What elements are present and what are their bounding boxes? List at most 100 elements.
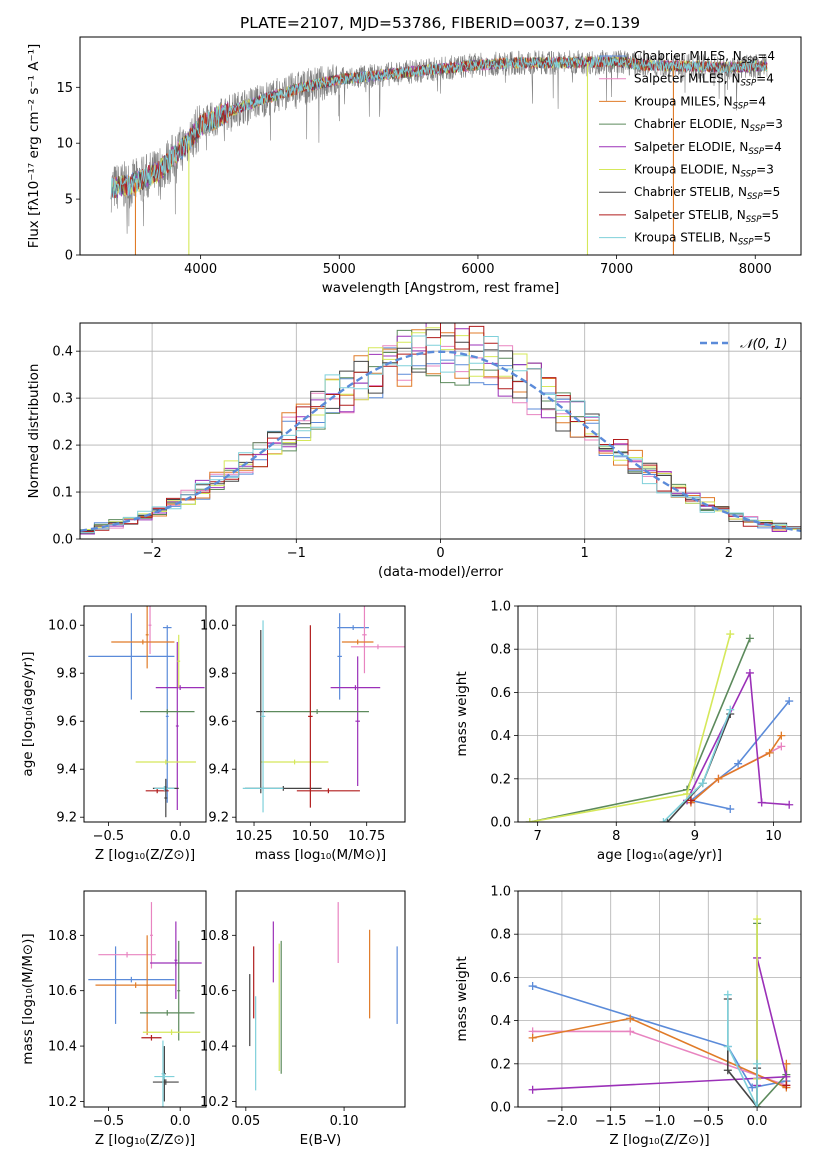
axes-frame <box>235 605 406 823</box>
x-tick-label: 7 <box>534 829 542 844</box>
x-tick-label: −1.5 <box>595 1114 627 1129</box>
plus-marker <box>753 1103 762 1107</box>
x-tick-label: 0.05 <box>231 1114 260 1129</box>
y-tick-label: 15 <box>56 81 73 96</box>
legend-label: Salpeter MILES, NSSP=4 <box>634 72 774 89</box>
y-tick-label: 0 <box>65 249 73 264</box>
y-tick-label: 9.4 <box>208 763 229 778</box>
legend-label: 𝒩(0, 1) <box>740 337 787 352</box>
x-tick-label: 0.0 <box>747 1114 768 1129</box>
spectrum-panel: 4000 5000 6000 7000 8000 0 5 10 15 wavelength [An… <box>26 36 802 296</box>
x-axis-label: Z [log₁₀(Z/Z⊙)] <box>609 1132 709 1148</box>
plus-marker <box>745 668 754 677</box>
plus-marker <box>782 1072 791 1081</box>
x-tick-label: 2 <box>725 546 733 561</box>
plus-marker <box>748 1083 757 1092</box>
plus-marker <box>714 774 723 783</box>
plus-marker <box>757 798 766 807</box>
y-tick-label: 0.2 <box>490 772 511 787</box>
plus-marker <box>626 1014 635 1023</box>
line-group <box>525 630 794 822</box>
y-tick-label: 0.6 <box>490 971 511 986</box>
legend-label: Salpeter STELIB, NSSP=5 <box>634 208 779 225</box>
y-tick-label: 5 <box>65 193 73 208</box>
y-tick-label: 9.2 <box>208 811 229 826</box>
x-tick-label: 10.25 <box>235 829 272 844</box>
plus-marker <box>698 779 707 788</box>
series-line <box>689 700 790 810</box>
axes-frame <box>79 36 802 256</box>
x-tick-label: 0.0 <box>170 1114 191 1129</box>
series-line <box>690 745 782 804</box>
x-tick-label: 5000 <box>323 262 356 277</box>
age_vs_mass-panel: 10.25 10.50 10.75 9.2 9.4 9.6 9.8 10.0 mass [log… <box>200 605 406 863</box>
plus-marker <box>777 742 786 751</box>
x-axis-label: (data-model)/error <box>378 564 504 580</box>
residuals-legend: 𝒩(0, 1) <box>700 337 787 352</box>
spectrum-model-line <box>110 55 768 200</box>
x-tick-label: 0.0 <box>170 829 191 844</box>
plus-marker <box>528 1085 537 1094</box>
plus-marker <box>723 1042 732 1051</box>
y-axis-label: mass weight <box>454 671 470 756</box>
y-tick-label: 10.8 <box>200 929 229 944</box>
plus-marker <box>745 634 754 643</box>
plus-marker <box>626 1027 635 1036</box>
plus-marker <box>726 705 735 714</box>
y-tick-label: 0.2 <box>52 439 73 454</box>
y-axis-label: age [log₁₀(age/yr)] <box>20 651 36 776</box>
y-tick-label: 9.2 <box>56 811 77 826</box>
x-axis-label: age [log₁₀(age/yr)] <box>597 847 722 863</box>
axes-frame <box>83 605 207 823</box>
axes-frame <box>235 890 406 1108</box>
y-tick-label: 0.8 <box>490 643 511 658</box>
plus-marker <box>528 982 537 991</box>
legend-label: Chabrier MILES, NSSP=4 <box>634 49 775 66</box>
mass_vs_Z-panel: −0.5 0.0 10.2 10.4 10.6 10.8 Z [log₁₀(Z/Z⊙)] ma… <box>20 890 207 1148</box>
plus-marker <box>723 990 732 999</box>
x-tick-label: −0.5 <box>93 829 125 844</box>
x-axis-label: mass [log₁₀(M/M⊙)] <box>255 847 386 863</box>
y-tick-label: 9.6 <box>56 715 77 730</box>
y-tick-label: 10.4 <box>200 1040 229 1055</box>
plus-marker <box>683 789 692 798</box>
y-tick-label: 10.4 <box>48 1040 77 1055</box>
plus-marker <box>765 748 774 757</box>
x-tick-label: −1 <box>287 546 306 561</box>
series-line <box>690 735 782 804</box>
errorbar-group <box>249 902 398 1091</box>
y-tick-label: 0.3 <box>52 392 73 407</box>
x-tick-label: 10 <box>765 829 782 844</box>
plus-marker <box>734 759 743 768</box>
plus-marker <box>663 818 672 822</box>
plus-marker <box>753 915 762 924</box>
y-tick-label: 10.6 <box>200 984 229 999</box>
y-tick-label: 9.8 <box>56 667 77 682</box>
plus-marker <box>753 1059 762 1068</box>
x-tick-label: −2.0 <box>546 1114 578 1129</box>
x-tick-label: −2 <box>143 546 162 561</box>
y-tick-label: 0.6 <box>490 686 511 701</box>
spectrum-model-line <box>110 56 768 200</box>
figure-title: PLATE=2107, MJD=53786, FIBERID=0037, z=0… <box>240 14 640 32</box>
y-tick-label: 10.0 <box>200 619 229 634</box>
y-tick-label: 0.0 <box>490 1101 511 1116</box>
y-axis-label: mass [log₁₀(M/M⊙)] <box>20 933 36 1064</box>
y-tick-label: 10 <box>56 137 73 152</box>
x-tick-label: 8 <box>612 829 620 844</box>
line-group <box>528 915 791 1107</box>
x-axis-label: E(B-V) <box>300 1132 342 1148</box>
y-tick-label: 0.0 <box>490 816 511 831</box>
x-tick-label: 0 <box>436 546 444 561</box>
legend-label: Chabrier ELODIE, NSSP=3 <box>634 117 783 134</box>
y-axis-label: mass weight <box>454 956 470 1041</box>
x-tick-label: 9 <box>691 829 699 844</box>
y-tick-label: 9.4 <box>56 763 77 778</box>
legend-label: Salpeter ELODIE, NSSP=4 <box>634 140 782 157</box>
y-tick-label: 9.6 <box>208 715 229 730</box>
y-tick-label: 0.4 <box>490 1014 511 1029</box>
y-axis-label: Normed distribution <box>26 364 42 499</box>
y-tick-label: 10.8 <box>48 929 77 944</box>
x-axis-label: wavelength [Angstrom, rest frame] <box>322 280 560 296</box>
